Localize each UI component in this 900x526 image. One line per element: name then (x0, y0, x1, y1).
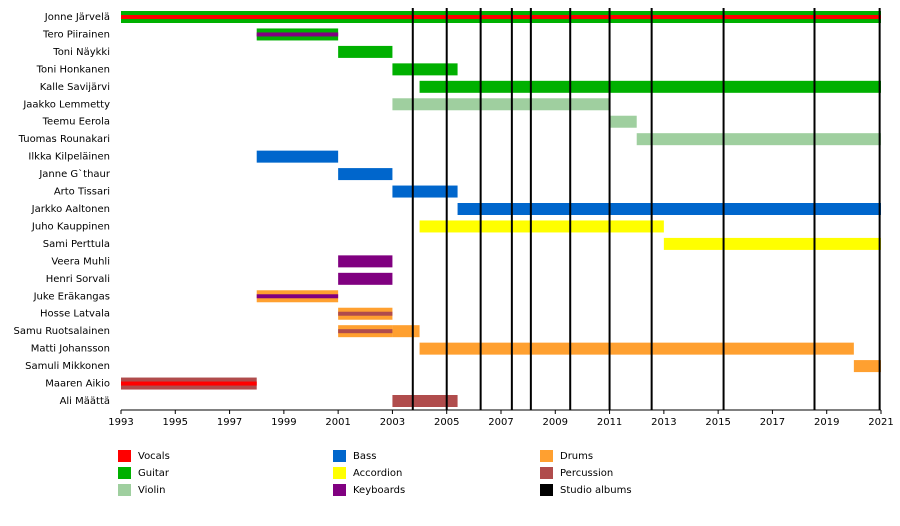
member-name: Samuli Mikkonen (25, 361, 110, 372)
x-tick-label: 2021 (868, 417, 893, 428)
x-tick-label: 2005 (434, 417, 459, 428)
x-tick-label: 2015 (705, 417, 730, 428)
member-bar (392, 63, 458, 76)
x-tick-label: 1999 (271, 417, 296, 428)
member-name: Henri Sorvali (46, 274, 110, 285)
x-tick-label: 1997 (217, 417, 242, 428)
member-bar (338, 272, 393, 285)
member-bar (457, 203, 881, 215)
x-tick-label: 2009 (543, 417, 568, 428)
legend-swatch (118, 450, 131, 462)
legend-label: Percussion (560, 468, 613, 479)
member-stripe (338, 329, 393, 334)
member-name: Hosse Latvala (40, 309, 110, 320)
x-tick-label: 2011 (597, 417, 622, 428)
x-tick-label: 1993 (108, 417, 133, 428)
legend-label: Violin (138, 485, 165, 496)
member-stripe (256, 294, 339, 299)
member-name: Tuomas Rounakari (18, 134, 110, 145)
member-bar (419, 342, 854, 355)
member-bar (256, 150, 339, 163)
member-stripe (338, 311, 393, 316)
member-name: Toni Honkanen (36, 64, 110, 75)
member-bar (338, 255, 393, 268)
legend-label: Vocals (138, 451, 170, 462)
member-name: Tero Piirainen (42, 29, 110, 40)
x-tick-label: 2019 (814, 417, 839, 428)
member-bar (609, 115, 637, 128)
member-bar (663, 237, 881, 250)
legend-swatch (333, 484, 346, 496)
member-stripe (256, 32, 339, 37)
member-name: Jonne Järvelä (44, 12, 110, 23)
member-name: Arto Tissari (54, 187, 110, 198)
x-tick-label: 2017 (760, 417, 785, 428)
member-bar (392, 395, 458, 407)
legend-swatch (540, 484, 553, 496)
legend-label: Studio albums (560, 485, 632, 496)
legend-swatch (540, 467, 553, 479)
member-name: Maaren Aikio (45, 379, 110, 390)
member-name: Jarkko Aaltonen (31, 204, 110, 215)
member-name: Veera Muhli (51, 256, 110, 267)
legend-label: Bass (353, 451, 376, 462)
member-name: Toni Näykki (52, 47, 110, 58)
legend-swatch (118, 484, 131, 496)
member-bar (338, 168, 393, 181)
member-bar (419, 220, 664, 233)
member-bar (853, 360, 881, 373)
member-name: Jaakko Lemmetty (22, 99, 110, 110)
legend-swatch (333, 450, 346, 462)
x-tick-label: 1995 (163, 417, 188, 428)
member-name: Juke Eräkangas (33, 291, 110, 302)
x-tick-label: 2003 (380, 417, 405, 428)
member-bar (419, 80, 881, 93)
member-bar (338, 45, 393, 58)
member-bar (392, 325, 420, 338)
legend-label: Accordion (353, 468, 402, 479)
member-bar (392, 98, 610, 111)
member-name: Matti Johansson (31, 344, 110, 355)
member-name: Juho Kauppinen (31, 221, 110, 232)
member-name: Ali Määttä (60, 396, 110, 407)
legend-swatch (333, 467, 346, 479)
legend-label: Drums (560, 451, 593, 462)
member-name: Kalle Savijärvi (40, 82, 110, 93)
x-tick-label: 2013 (651, 417, 676, 428)
member-bar (636, 133, 881, 146)
x-tick-label: 2007 (488, 417, 513, 428)
member-stripe (121, 381, 257, 386)
member-bar (392, 185, 458, 198)
legend-label: Guitar (138, 468, 170, 479)
legend-swatch (540, 450, 553, 462)
member-stripe (121, 15, 881, 19)
legend-swatch (118, 467, 131, 479)
x-tick-label: 2001 (325, 417, 350, 428)
member-name: Teemu Eerola (42, 117, 110, 128)
legend-label: Keyboards (353, 485, 405, 496)
member-name: Janne G`thaur (38, 168, 111, 180)
member-name: Samu Ruotsalainen (14, 326, 110, 337)
member-name: Sami Perttula (43, 239, 110, 250)
member-name: Ilkka Kilpeläinen (28, 152, 110, 163)
